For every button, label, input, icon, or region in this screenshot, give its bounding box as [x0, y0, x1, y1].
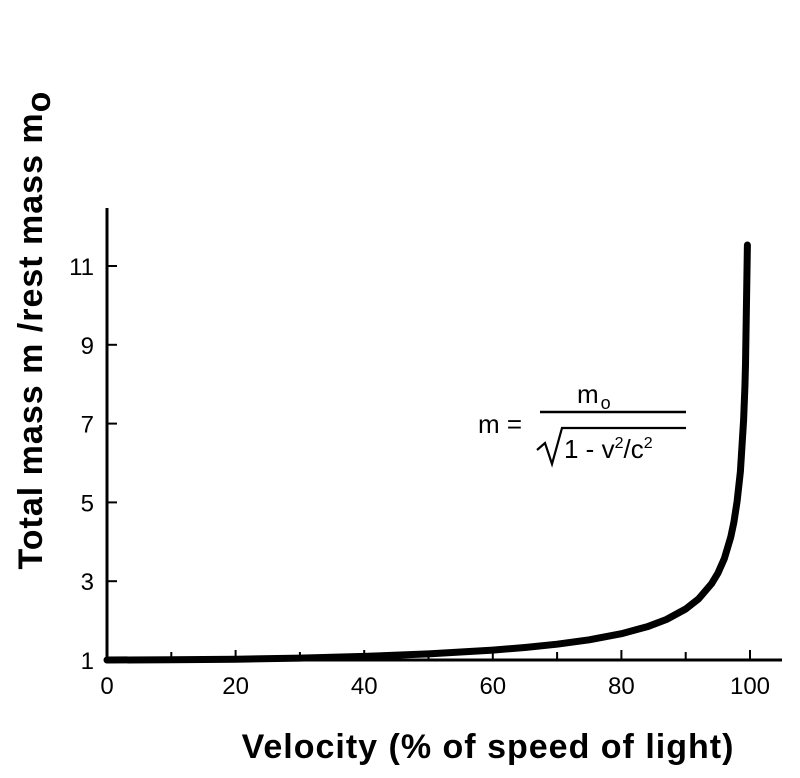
- x-tick-label-100: 100: [730, 673, 770, 700]
- x-tick-label-40: 40: [351, 673, 378, 700]
- x-tick-label-20: 20: [222, 673, 249, 700]
- tick-labels: 0 20 40 60 80 100 1 3 5 7 9 11: [69, 254, 770, 700]
- formula-denominator: 1 - v2/c2: [564, 434, 653, 464]
- x-tick-label-80: 80: [608, 673, 635, 700]
- y-tick-label-9: 9: [81, 333, 94, 360]
- y-tick-label-7: 7: [81, 412, 94, 439]
- x-axis-title: Velocity (% of speed of light): [242, 728, 735, 766]
- y-tick-label-3: 3: [81, 569, 94, 596]
- y-tick-label-5: 5: [81, 490, 94, 517]
- formula-lhs: m =: [478, 409, 522, 439]
- series-line-relativistic-mass: [107, 245, 747, 660]
- y-tick-label-1: 1: [81, 648, 94, 675]
- y-axis-title-group: Total mass m /rest mass mo: [12, 91, 58, 570]
- x-tick-label-0: 0: [100, 673, 113, 700]
- curve-points: [107, 364, 746, 660]
- y-axis-title: Total mass m /rest mass mo: [12, 91, 58, 570]
- ticks: [107, 266, 750, 660]
- y-tick-label-11: 11: [69, 254, 94, 281]
- x-tick-label-60: 60: [479, 673, 506, 700]
